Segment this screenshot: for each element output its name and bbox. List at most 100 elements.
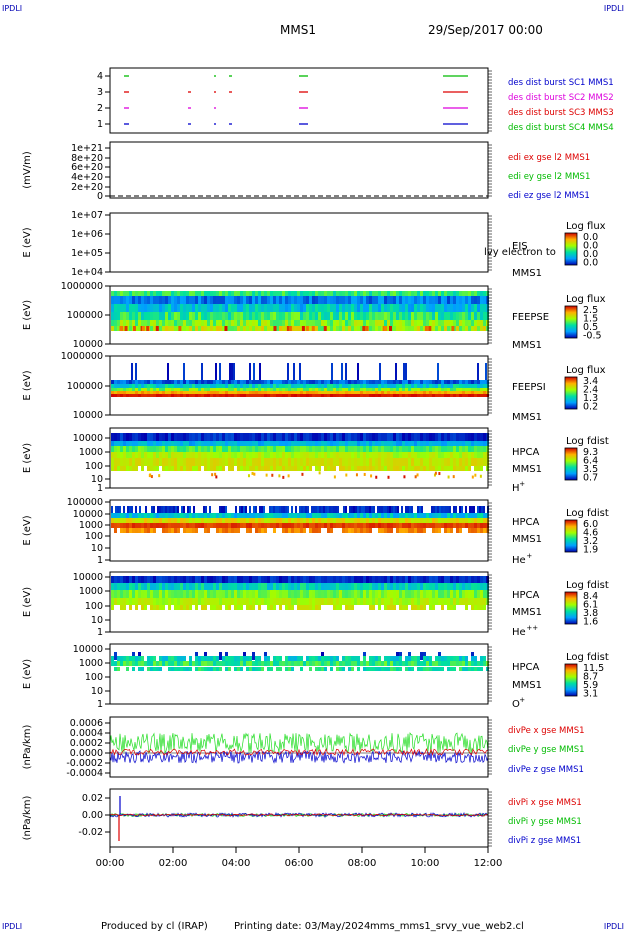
- spectrogram-cell: [333, 296, 336, 304]
- spectrogram-cell: [192, 513, 195, 518]
- spectrogram-cell: [423, 661, 426, 666]
- spectrogram-cell: [282, 304, 285, 312]
- spectrogram-cell: [447, 458, 450, 466]
- spectrogram-cell: [378, 466, 381, 471]
- spectrogram-cell: [126, 384, 129, 388]
- spectrogram-cell: [189, 506, 191, 513]
- spectrogram-cell: [360, 466, 363, 471]
- spectrogram-cell: [183, 513, 186, 518]
- spectrogram-cell: [192, 380, 195, 384]
- spectrogram-cell: [288, 296, 291, 304]
- spectrogram-cell: [252, 513, 255, 518]
- spectrogram-cell: [150, 528, 153, 533]
- spectrogram-cell: [288, 590, 291, 598]
- spectrogram-cell: [402, 661, 405, 666]
- spectrogram-cell: [474, 391, 477, 394]
- spectrogram-cell: [471, 446, 474, 452]
- spectrogram-cell: [342, 291, 345, 296]
- spectrogram-cell: [288, 656, 291, 661]
- spectrogram-cell: [312, 296, 315, 304]
- spectrogram-cell: [414, 433, 417, 441]
- spectrogram-cell: [213, 576, 216, 583]
- spectrogram-cell: [123, 523, 126, 528]
- spectrogram-cell: [270, 394, 273, 397]
- spectrogram-cell: [417, 661, 420, 666]
- spectrogram-cell: [384, 598, 387, 605]
- spectrogram-cell: [282, 388, 285, 391]
- spectrogram-cell: [150, 667, 153, 671]
- spectrogram-cell: [405, 433, 408, 441]
- spectrogram-cell: [249, 605, 252, 610]
- spectrogram-cell: [216, 605, 219, 610]
- spectrogram-cell: [117, 446, 120, 452]
- spectrogram-cell: [222, 296, 225, 304]
- spectrogram-cell: [153, 304, 156, 312]
- spectrogram-cell: [123, 384, 126, 388]
- spectrogram-cell: [132, 446, 135, 452]
- spectrogram-cell: [159, 523, 162, 528]
- spectrogram-cell: [465, 518, 468, 523]
- spectrogram-cell: [131, 506, 133, 513]
- spectrogram-cell: [228, 296, 231, 304]
- spectrogram-cell: [480, 661, 483, 666]
- spectrogram-cell: [426, 513, 429, 518]
- spectrogram-cell: [423, 656, 426, 661]
- spectrogram-cell: [114, 452, 117, 458]
- spectrogram-cell: [378, 441, 381, 446]
- spectrogram-cell: [246, 667, 249, 671]
- spectrogram-cell: [483, 458, 486, 466]
- spectrogram-cell: [432, 320, 435, 326]
- spectrogram-cell: [162, 523, 165, 528]
- spectrogram-cell: [378, 452, 381, 458]
- spectrogram-cell: [285, 388, 288, 391]
- spectrogram-cell: [210, 394, 213, 397]
- spectrogram-cell: [243, 394, 246, 397]
- spectrogram-cell: [339, 394, 342, 397]
- y-tick-label: 10000: [73, 644, 103, 655]
- spectrogram-cell: [171, 656, 174, 661]
- spectrogram-cell: [216, 388, 219, 391]
- spectrogram-cell: [150, 291, 153, 296]
- spectrogram-cell: [222, 320, 225, 326]
- spectrogram-cell: [375, 667, 378, 671]
- spectrogram-cell: [375, 446, 378, 452]
- spectrogram-cell: [408, 320, 411, 326]
- spectrogram-cell: [267, 598, 270, 605]
- spectrogram-cell: [372, 384, 375, 388]
- spectrogram-cell: [267, 446, 270, 452]
- spectrogram-cell: [396, 380, 399, 384]
- spectrogram-cell: [204, 518, 207, 523]
- spectrogram-cell: [429, 446, 432, 452]
- spectrogram-cell: [417, 326, 420, 331]
- spectrogram-cell: [117, 661, 120, 666]
- spectrogram-cell: [345, 391, 348, 394]
- spectrogram-cell: [228, 518, 231, 523]
- spectrogram-cell: [273, 312, 276, 320]
- spectrogram-cell: [225, 441, 228, 446]
- spectrogram-cell: [384, 296, 387, 304]
- spectrogram-cell: [114, 466, 117, 471]
- spectrogram-cell: [447, 391, 450, 394]
- spectrogram-cell: [234, 583, 237, 590]
- spectrogram-cell: [438, 394, 441, 397]
- spectrogram-cell: [306, 598, 309, 605]
- spectrogram-cell: [249, 394, 252, 397]
- spectrogram-cell: [219, 363, 221, 380]
- spectrogram-cell: [465, 446, 468, 452]
- spectrogram-cell: [417, 446, 420, 452]
- spectrogram-cell: [234, 661, 237, 666]
- spectrogram-cell: [204, 466, 207, 471]
- spectrogram-cell: [390, 394, 393, 397]
- spectrogram-cell: [189, 296, 192, 304]
- spectrogram-cell: [318, 433, 321, 441]
- spectrogram-cell: [312, 388, 315, 391]
- spectrogram-cell: [264, 441, 267, 446]
- spectrogram-cell: [351, 380, 354, 384]
- spectrogram-cell: [357, 452, 360, 458]
- spectrogram-cell: [117, 458, 120, 466]
- spectrogram-cell: [135, 394, 138, 397]
- spectrogram-cell: [279, 576, 282, 583]
- spectrogram-cell: [456, 458, 459, 466]
- spectrogram-cell: [213, 667, 216, 671]
- spectrogram-cell: [369, 506, 371, 513]
